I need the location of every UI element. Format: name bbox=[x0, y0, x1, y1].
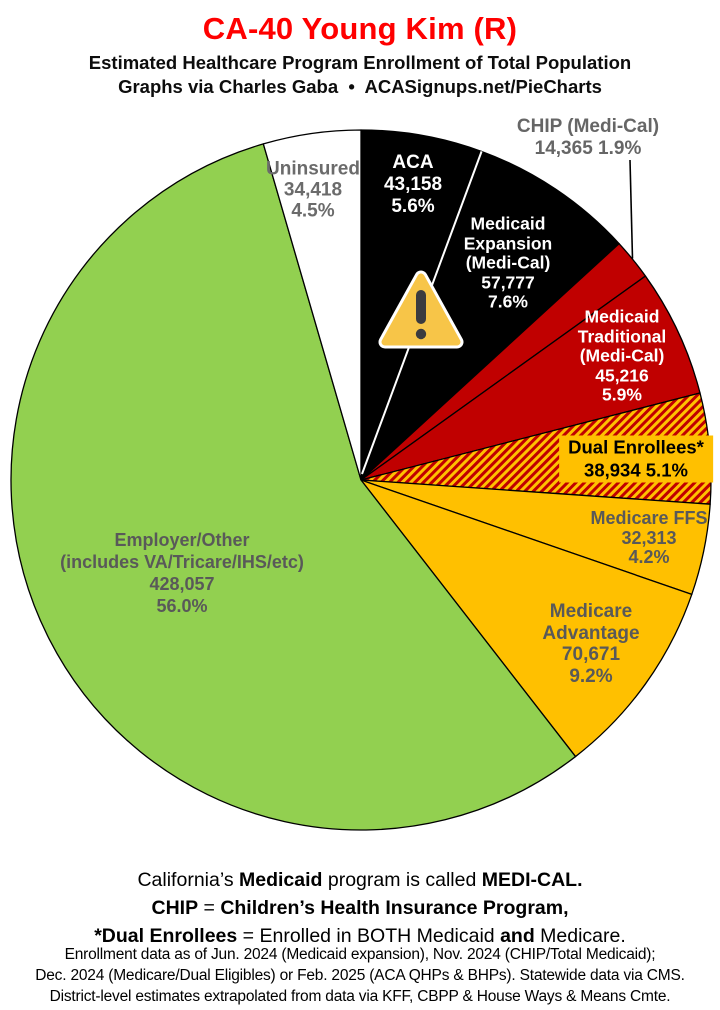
text-segment: CHIP bbox=[151, 897, 199, 919]
label-line: 32,313 bbox=[621, 527, 677, 548]
text-segment: Medicaid bbox=[239, 869, 323, 891]
glossary-line: California’s Medicaid program is called … bbox=[0, 866, 720, 894]
source-line: Dec. 2024 (Medicare/Dual Eligibles) or F… bbox=[35, 967, 685, 984]
label-line: 428,057 bbox=[149, 574, 215, 594]
slice-label-chip: CHIP (Medi-Cal) 14,365 1.9% bbox=[517, 116, 659, 160]
label-line: Medicaid bbox=[584, 306, 660, 327]
label-line: 57,777 bbox=[481, 271, 535, 292]
text-segment: and bbox=[500, 925, 535, 947]
slice-label-medicare-advantage: Medicare Advantage 70,671 9.2% bbox=[542, 601, 639, 687]
label-line: Medicare bbox=[549, 601, 633, 622]
pie-slice-uninsured bbox=[262, 129, 362, 481]
text-segment: Children’s Health Insurance Program, bbox=[220, 897, 569, 919]
slice-label-medicaid-traditional: Medicaid Traditional (Medi-Cal) 45,216 5… bbox=[578, 307, 666, 405]
label-line: Medicaid bbox=[470, 213, 546, 234]
glossary-line: CHIP = Children’s Health Insurance Progr… bbox=[0, 894, 720, 922]
label-line: 56.0% bbox=[156, 596, 208, 616]
label-line: 14,365 1.9% bbox=[534, 138, 642, 159]
label-line: Dual Enrollees* bbox=[568, 436, 704, 458]
chart-subtitle: Estimated Healthcare Program Enrollment … bbox=[88, 52, 632, 73]
glossary-line: *Dual Enrollees = Enrolled in BOTH Medic… bbox=[0, 922, 720, 950]
label-line: Uninsured bbox=[266, 158, 360, 180]
pie-slice-medicaid-traditional bbox=[360, 275, 701, 481]
text-segment: California’s bbox=[137, 869, 239, 891]
label-line: 70,671 bbox=[561, 644, 621, 665]
slice-label-uninsured: Uninsured 34,418 4.5% bbox=[266, 159, 360, 222]
label-line: 45,216 bbox=[595, 364, 649, 385]
pie-slice-medicaid-expansion bbox=[360, 150, 620, 481]
text-segment: = Enrolled in BOTH Medicaid bbox=[237, 925, 501, 947]
text-segment: MEDI-CAL. bbox=[481, 869, 583, 891]
label-line: 5.6% bbox=[391, 196, 435, 217]
label-line: Medicare FFS bbox=[590, 507, 708, 528]
label-line: (includes VA/Tricare/IHS/etc) bbox=[60, 552, 304, 572]
warning-triangle-icon bbox=[378, 270, 464, 349]
label-line: 43,158 bbox=[383, 174, 443, 195]
label-line: 4.5% bbox=[291, 200, 335, 222]
label-line: 9.2% bbox=[569, 665, 613, 687]
slice-label-employer-other: Employer/Other (includes VA/Tricare/IHS/… bbox=[60, 529, 304, 617]
source-line: District-level estimates extrapolated fr… bbox=[49, 988, 671, 1005]
text-segment: *Dual Enrollees bbox=[94, 925, 238, 947]
label-line: Traditional bbox=[577, 325, 667, 346]
label-line: Advantage bbox=[542, 622, 640, 644]
label-line: CHIP (Medi-Cal) bbox=[516, 116, 660, 137]
text-segment: program is called bbox=[322, 869, 482, 891]
pie-slice-medicare-advantage bbox=[360, 479, 693, 758]
label-line: ACA bbox=[392, 152, 434, 173]
label-line: 38,934 5.1% bbox=[584, 459, 688, 480]
slice-label-medicaid-expansion: Medicaid Expansion (Medi-Cal) 57,777 7.6… bbox=[464, 214, 553, 312]
pie-slices bbox=[10, 129, 712, 831]
source-line: Enrollment data as of Jun. 2024 (Medicai… bbox=[64, 946, 656, 963]
label-line: (Medi-Cal) bbox=[465, 252, 551, 273]
label-line: (Medi-Cal) bbox=[579, 345, 665, 366]
source-note: Enrollment data as of Jun. 2024 (Medicai… bbox=[0, 944, 720, 1007]
pie-slice-employer-other bbox=[10, 143, 577, 831]
page-title: CA-40 Young Kim (R) bbox=[202, 11, 518, 46]
label-line: 5.9% bbox=[602, 384, 642, 405]
slice-label-dual-enrollees: Dual Enrollees* 38,934 5.1% bbox=[559, 435, 713, 483]
slice-label-aca: ACA 43,158 5.6% bbox=[384, 152, 442, 218]
glossary-note: California’s Medicaid program is called … bbox=[0, 866, 720, 950]
chip-leader-line bbox=[629, 159, 634, 259]
text-segment: Medicare. bbox=[534, 925, 626, 947]
label-line: Employer/Other bbox=[114, 530, 250, 550]
label-line: 7.6% bbox=[488, 291, 528, 312]
text-segment: = bbox=[198, 897, 221, 919]
attribution-line: Graphs via Charles Gaba • ACASignups.net… bbox=[118, 76, 602, 97]
label-line: Expansion bbox=[463, 232, 553, 253]
label-line: 34,418 bbox=[283, 179, 343, 201]
label-line: 4.2% bbox=[628, 546, 670, 567]
slice-label-medicare-ffs: Medicare FFS 32,313 4.2% bbox=[590, 507, 708, 568]
